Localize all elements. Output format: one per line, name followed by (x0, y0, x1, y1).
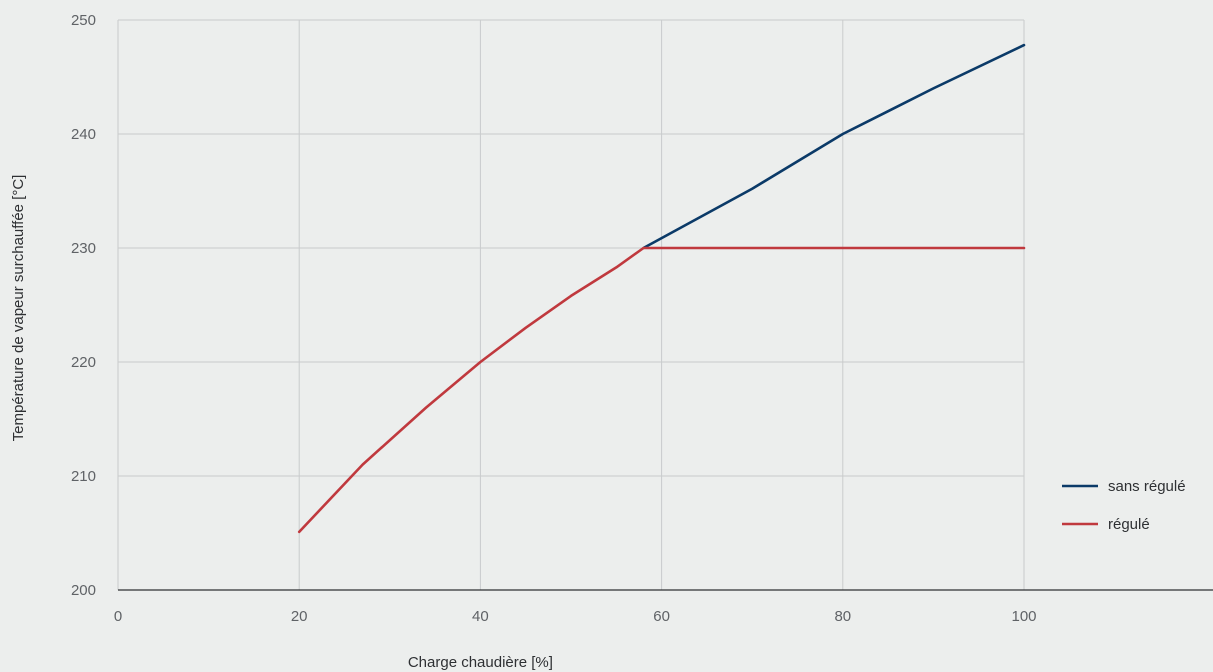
x-tick-label: 0 (114, 608, 122, 625)
series-lines (297, 43, 1026, 534)
x-tick-label: 100 (1011, 608, 1036, 625)
y-tick-label: 250 (71, 12, 96, 29)
legend-label: régulé (1108, 516, 1150, 533)
y-tick-label: 210 (71, 468, 96, 485)
x-axis-title: Charge chaudière [%] (408, 654, 553, 671)
legend: sans régulé régulé (1062, 478, 1186, 533)
x-tick-label: 80 (834, 608, 851, 625)
legend-label: sans régulé (1108, 478, 1186, 495)
series-line (297, 246, 1026, 534)
y-tick-label: 220 (71, 354, 96, 371)
axes: 200 210 220 230 240 250 0 20 40 60 80 100 (71, 12, 1213, 625)
y-tick-label: 200 (71, 582, 96, 599)
y-tick-label: 230 (71, 240, 96, 257)
y-axis-title: Température de vapeur surchauffée [°C] (10, 175, 27, 442)
series-line (642, 43, 1026, 250)
x-tick-label: 40 (472, 608, 489, 625)
x-tick-label: 20 (291, 608, 308, 625)
y-tick-label: 240 (71, 126, 96, 143)
grid (117, 19, 1025, 590)
x-tick-label: 60 (653, 608, 670, 625)
